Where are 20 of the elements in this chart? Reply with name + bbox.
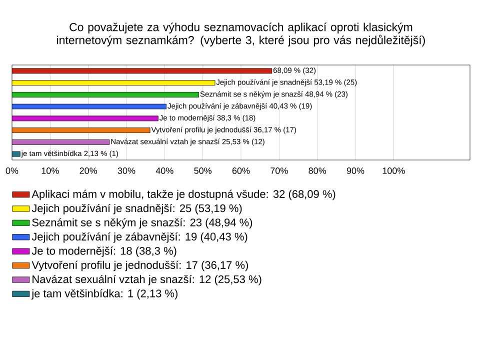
- x-tick-label: 10%: [42, 168, 59, 174]
- x-tick-label: 70%: [270, 168, 288, 174]
- x-tick-label: 30%: [118, 168, 136, 174]
- legend-label: je tam většinbídka: 1 (2,13 %): [31, 289, 178, 300]
- x-tick-label: 20%: [80, 168, 98, 174]
- legend-label: Jejich používání je snadnější: 25 (53,19 %): [32, 204, 242, 214]
- legend-label: Navázat sexuální vztah je snazší: 12 (25,53 %): [32, 274, 262, 286]
- x-tick-label: 0%: [6, 168, 18, 174]
- legend-label: Je to modernější: 18 (38,3 %): [32, 246, 176, 257]
- x-tick-label: 40%: [156, 168, 174, 174]
- x-tick-label: 90%: [346, 168, 364, 174]
- x-tick-label: 50%: [194, 168, 212, 174]
- legend-label: Seznámit se s někým je snazší: 23 (48,94 %): [32, 218, 252, 229]
- x-tick-label: 60%: [232, 168, 250, 174]
- legend-label: Jejich používání je zábavnější: 19 (40,43 %): [32, 232, 248, 243]
- x-tick-label: 100%: [382, 168, 405, 174]
- legend-label: Vytvoření profilu je jednodušší: 17 (36,17 %): [32, 260, 248, 272]
- legend-label: Aplikaci mám v mobilu, takže je dostupná všude: 32 (68,09 %): [32, 190, 336, 200]
- x-tick-label: 80%: [308, 168, 326, 174]
- chart-title: Co považujete za výhodu seznamovacích aplikací oproti klasickým internetovým seznamkám? (vyberte 3, které jsou pro vás nejdůležitější): [57, 22, 425, 46]
